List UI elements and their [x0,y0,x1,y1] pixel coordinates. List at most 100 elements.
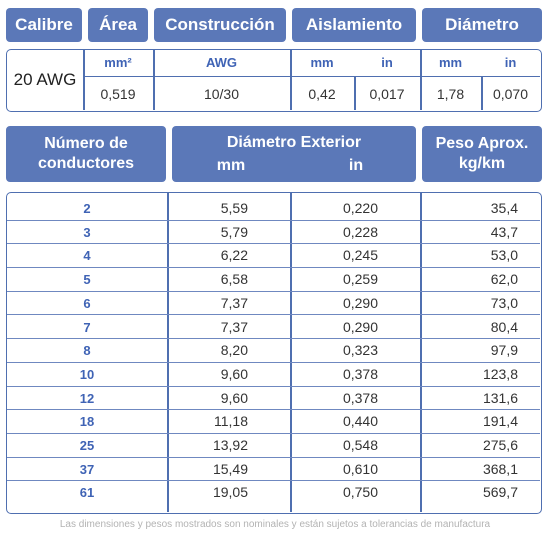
table-row: 18 11,18 0,440 191,4 [7,410,540,434]
row-diameter-mm: 13,92 [212,437,248,453]
row-weight: 43,7 [490,223,518,240]
row-conductors: 3 [83,224,91,240]
row-divider [7,290,540,292]
row-diameter-mm: 11,18 [214,413,248,430]
table-row: 10 9,60 0,378 123,8 [7,363,540,387]
row-diameter-mm: 5,79 [220,223,248,240]
row-diameter-mm: 6,22 [220,247,248,264]
header-conductors-line1: Número de [44,135,128,152]
row-diameter-mm: 7,37 [220,318,248,335]
row-conductors: 37 [79,461,95,477]
row-weight: 53,0 [490,247,518,264]
header-conductors: Número de conductores [6,126,166,182]
row-conductors: 2 [83,201,91,216]
row-diameter-mm: 9,60 [220,389,248,406]
spec-box: 20 AWG mm² 0,519 AWG 10/30 mm in 0,42 0,… [6,49,542,112]
table-row: 3 5,79 0,228 43,7 [7,221,540,245]
row-weight: 569,7 [482,484,518,501]
row-conductors: 18 [79,414,95,430]
diameter-in: 0,070 [492,86,529,102]
footnote: Las dimensiones y pesos mostrados son no… [59,519,491,530]
header-calibre: Calibre [6,8,82,42]
row-conductors: 5 [83,272,91,288]
row-divider [7,456,540,458]
insulation-mm: 0,42 [308,86,336,102]
data-table: 2 5,59 0,220 35,4 3 5,79 0,228 43,7 4 6,22 0,245 53… [6,192,542,514]
header-diametro: Diámetro [422,8,542,42]
row-diameter-in: 0,440 [342,413,378,430]
diameter-mm: 1,78 [436,86,465,102]
row-weight: 80,4 [490,318,518,335]
row-divider [7,432,540,434]
table-row: 25 13,92 0,548 275,6 [7,434,540,458]
row-diameter-mm: 6,58 [220,271,248,288]
row-diameter-mm: 15,49 [212,460,248,477]
diameter-unit-in: in [504,55,517,70]
row-weight: 275,6 [482,437,518,453]
row-divider [7,338,540,340]
header-aislamiento: Aislamiento [292,8,416,42]
header-weight: Peso Aprox. kg/km [422,126,542,182]
table-row: 37 15,49 0,610 368,1 [7,458,540,482]
table-row: 5 6,58 0,259 62,0 [7,268,540,292]
row-diameter-in: 0,548 [342,437,378,453]
insulation-unit-mm: mm [310,55,334,70]
row-divider [7,314,540,316]
construction-unit: AWG [205,55,238,70]
row-divider [7,480,540,482]
row-diameter-in: 0,228 [342,223,378,240]
row-divider [7,409,540,411]
header-conductors-line2: conductores [37,155,134,172]
diameter-unit-mm: mm [438,55,463,70]
row-diameter-in: 0,323 [342,342,378,359]
header-construccion: Construcción [154,8,286,42]
insulation-unit-in: in [381,55,393,70]
row-diameter-in: 0,220 [342,200,378,216]
header-in: in [348,157,364,174]
table-row: 7 7,37 0,290 80,4 [7,316,540,340]
table-row: 12 9,60 0,378 131,6 [7,387,540,411]
row-conductors: 6 [83,295,91,311]
row-conductors: 12 [79,390,95,406]
header-outer-diameter-title: Diámetro Exterior [226,134,362,151]
row-divider [7,219,540,221]
row-weight: 35,4 [490,200,518,216]
row-conductors: 7 [83,319,91,335]
gauge-value: 20 AWG [13,70,77,89]
construction-value: 10/30 [203,86,240,102]
row-conductors: 4 [83,248,91,264]
row-divider [7,385,540,387]
table-row: 6 7,37 0,290 73,0 [7,292,540,316]
row-conductors: 61 [79,485,95,501]
insulation-in: 0,017 [369,86,405,102]
table-row: 4 6,22 0,245 53,0 [7,244,540,269]
row-weight: 368,1 [482,460,518,477]
row-diameter-mm: 9,60 [220,365,248,382]
header-weight-line1: Peso Aprox. [435,135,529,152]
row-weight: 62,0 [490,271,518,288]
row-diameter-mm: 8,20 [220,342,248,359]
table-row: 8 8,20 0,323 97,9 [7,339,540,363]
row-diameter-in: 0,259 [342,271,378,288]
row-diameter-in: 0,245 [342,247,378,264]
row-diameter-in: 0,610 [342,460,378,477]
row-weight: 191,4 [482,413,518,430]
row-diameter-in: 0,750 [342,484,378,501]
row-weight: 131,6 [482,389,518,406]
header-mm: mm [216,157,246,174]
area-unit: mm² [104,55,132,70]
row-diameter-mm: 19,05 [212,484,248,501]
row-weight: 73,0 [490,294,518,311]
row-divider [7,361,540,363]
row-conductors: 25 [79,438,95,453]
row-weight: 123,8 [482,365,518,382]
area-value: 0,519 [100,86,136,102]
row-divider [7,267,540,269]
row-diameter-mm: 7,37 [220,294,248,311]
row-conductors: 8 [83,343,91,359]
row-weight: 97,9 [490,342,518,359]
table-row: 61 19,05 0,750 569,7 [7,481,540,505]
row-divider [7,243,540,245]
row-diameter-in: 0,378 [342,389,378,406]
table-row: 2 5,59 0,220 35,4 [7,197,540,221]
